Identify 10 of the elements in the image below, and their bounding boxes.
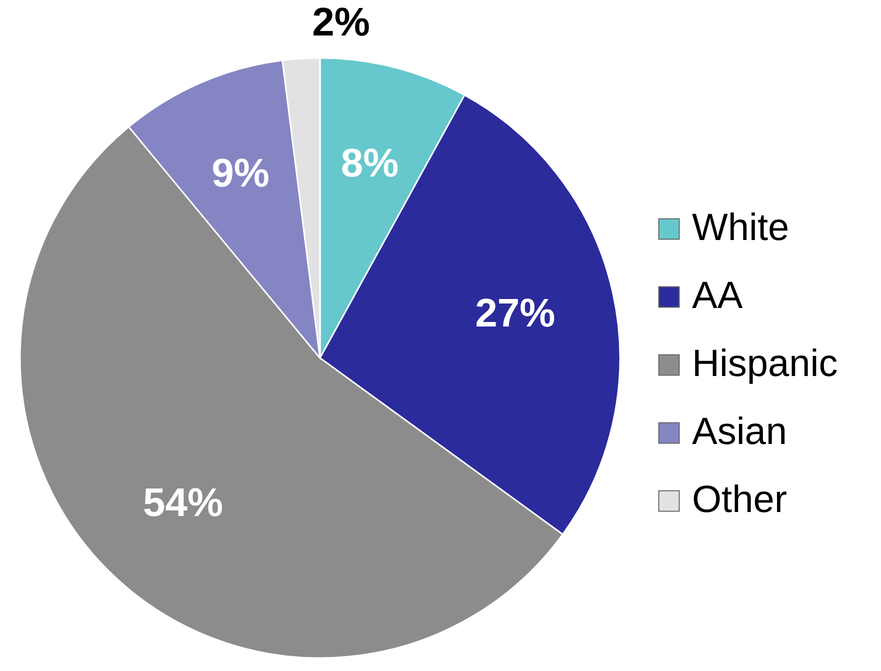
data-label: 2% xyxy=(312,0,370,45)
data-label: 27% xyxy=(475,291,556,336)
data-label: 9% xyxy=(212,151,270,196)
legend-label: AA xyxy=(692,275,744,317)
legend-label: Hispanic xyxy=(692,343,838,385)
data-label: 8% xyxy=(340,141,399,186)
data-label: 54% xyxy=(143,480,224,525)
legend-label: Other xyxy=(692,479,788,521)
legend-label: Asian xyxy=(692,411,788,453)
legend-label: White xyxy=(692,207,790,249)
